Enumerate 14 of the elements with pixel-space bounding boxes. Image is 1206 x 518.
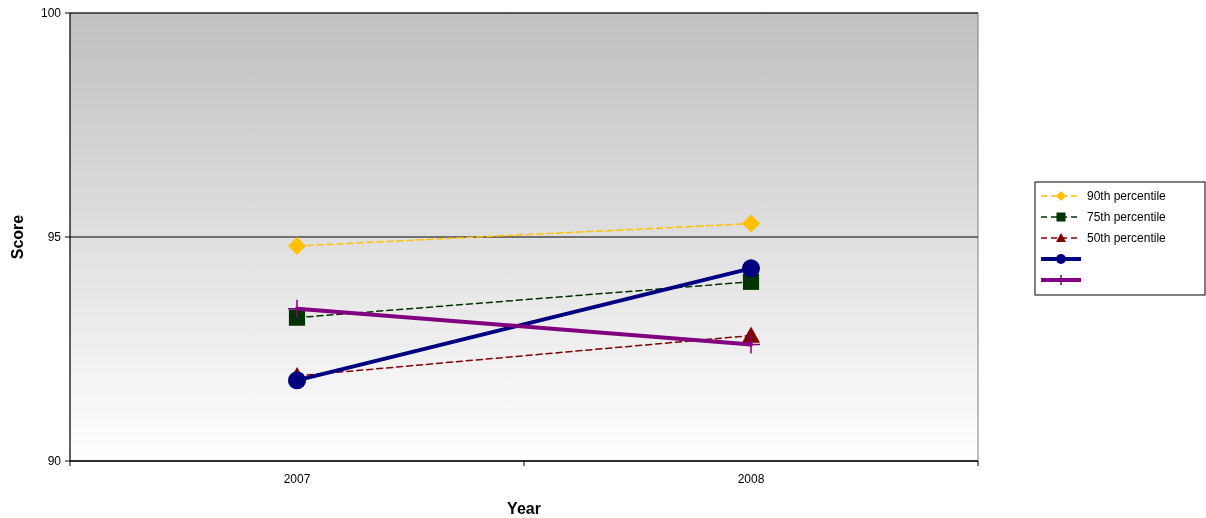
x-axis-title: Year — [507, 500, 541, 517]
point — [288, 236, 306, 255]
x-tick-label: 2007 — [283, 472, 311, 486]
y-tick-label: 100 — [40, 6, 62, 21]
y-tick-label: 95 — [47, 230, 62, 245]
x-tick-label: 2008 — [737, 472, 765, 486]
y-axis-title: Score — [9, 214, 26, 260]
point — [742, 259, 760, 278]
legend-label: 50th percentile — [1087, 231, 1167, 246]
legend-label: 90th percentile — [1087, 189, 1167, 204]
point — [288, 371, 306, 390]
legend-label: 75th percentile — [1087, 210, 1167, 225]
point — [742, 214, 760, 233]
y-tick-label: 90 — [47, 454, 62, 469]
